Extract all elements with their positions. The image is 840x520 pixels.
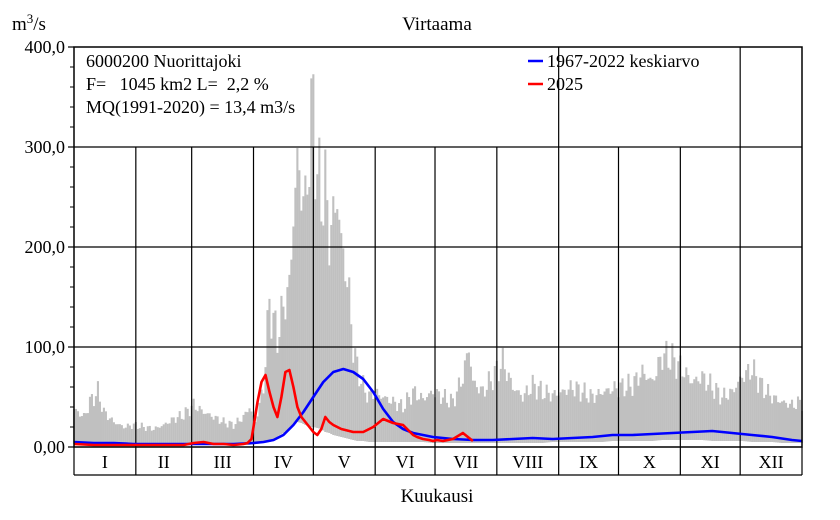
y-axis-label-base: m xyxy=(12,14,27,35)
month-label: VII xyxy=(453,452,478,472)
y-axis-label-tail: /s xyxy=(33,14,46,35)
legend: 1967-2022 keskiarvo 2025 xyxy=(528,51,699,94)
y-tick-label: 200,0 xyxy=(25,237,66,257)
y-tick-label: 100,0 xyxy=(25,337,66,357)
x-axis-label: Kuukausi xyxy=(401,486,474,507)
y-tick-label: 300,0 xyxy=(25,137,66,157)
series-line-group xyxy=(73,367,803,447)
legend-label-average: 1967-2022 keskiarvo xyxy=(547,51,699,71)
y-tick-label: 400,0 xyxy=(25,37,66,57)
info-area: F= 1045 km2 L= 2,2 % xyxy=(86,74,269,94)
series-line-2025 xyxy=(73,368,474,447)
month-label: XII xyxy=(759,452,784,472)
axes-group: I II III IV V VI VII VIII IX X XI XII0,00100,0200,0… xyxy=(25,37,803,476)
month-label: X xyxy=(643,452,656,472)
legend-label-2025: 2025 xyxy=(547,74,583,94)
month-label: V xyxy=(338,452,351,472)
info-station: 6000200 Nuorittajoki xyxy=(86,51,242,71)
grid-group xyxy=(74,47,802,447)
month-label: II xyxy=(158,452,170,472)
month-label: III xyxy=(214,452,232,472)
chart-title: Virtaama xyxy=(402,14,472,35)
info-mq: MQ(1991-2020) = 13,4 m3/s xyxy=(86,97,295,118)
month-label: VIII xyxy=(512,452,543,472)
y-tick-label: 0,00 xyxy=(34,437,66,457)
range-band-group xyxy=(72,74,804,445)
y-axis-label-exp: 3 xyxy=(27,11,34,26)
month-label: VI xyxy=(396,452,415,472)
month-label: XI xyxy=(701,452,720,472)
y-axis-label: m3/s xyxy=(12,11,46,35)
month-label: IV xyxy=(274,452,293,472)
month-label: I xyxy=(102,452,108,472)
month-label: IX xyxy=(579,452,598,472)
